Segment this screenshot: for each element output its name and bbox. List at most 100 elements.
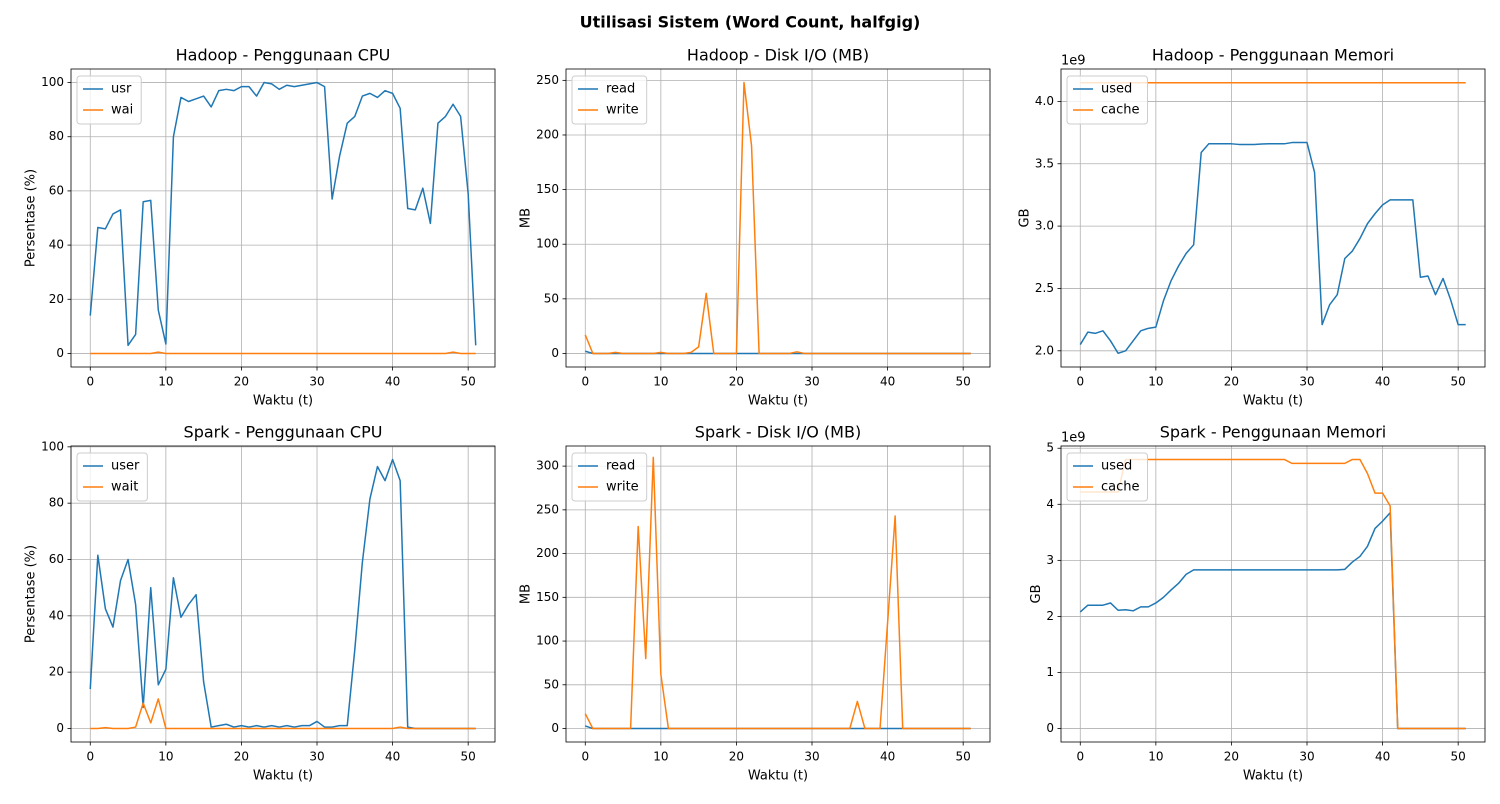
axes-frame (70, 445, 496, 743)
y-tick-label: 250 (536, 73, 559, 87)
x-tick-label: 0 (581, 750, 589, 764)
x-tick-label: 20 (234, 375, 249, 389)
legend-label: used (1101, 82, 1132, 97)
subplot-title: Hadoop - Penggunaan CPU (176, 46, 391, 65)
x-tick-label: 30 (309, 750, 324, 764)
legend-label: read (606, 459, 635, 474)
legend: read write (571, 452, 648, 502)
y-tick-label: 60 (49, 183, 64, 197)
x-tick-label: 40 (385, 750, 400, 764)
y-tick-label: 0 (1046, 721, 1054, 735)
legend-label: usr (111, 82, 132, 97)
series-line (584, 456, 971, 730)
legend-frame (76, 452, 148, 502)
y-tick-label: 2.5 (1035, 281, 1054, 295)
y-tick-label: 1 (1046, 665, 1054, 679)
y-tick-label: 60 (49, 552, 64, 566)
x-tick-label: 20 (234, 750, 249, 764)
x-tick-label: 20 (729, 375, 744, 389)
y-tick-label: 5 (1046, 441, 1054, 455)
x-tick-label: 50 (461, 375, 476, 389)
y-tick-label: 0 (56, 721, 64, 735)
x-tick-label: 0 (86, 750, 94, 764)
x-tick-label: 30 (1299, 750, 1314, 764)
y-axis-label: GB (1017, 209, 1032, 228)
y-tick-label: 0 (551, 346, 559, 360)
legend: used cache (1066, 75, 1148, 125)
y-tick-label: 200 (536, 546, 559, 560)
y-tick-label: 100 (536, 634, 559, 648)
axes-frame (70, 68, 496, 368)
y-tick-label: 250 (536, 502, 559, 516)
y-tick-label: 4.0 (1035, 94, 1054, 108)
legend: used cache (1066, 452, 1148, 502)
series-line (90, 698, 476, 730)
y-tick-label: 3 (1046, 553, 1054, 567)
axes-frame (565, 445, 991, 743)
subplot: 0 10 20 30 40 50 0 50 100 150 200 250 Hadoop - Disk … (519, 46, 991, 409)
x-tick-label: 10 (158, 750, 173, 764)
subplot-title: Hadoop - Disk I/O (MB) (687, 46, 869, 65)
legend-label: used (1101, 459, 1132, 474)
x-tick-label: 10 (1148, 375, 1163, 389)
x-tick-label: 30 (1299, 375, 1314, 389)
x-tick-label: 40 (880, 750, 895, 764)
legend-label: write (606, 103, 639, 118)
y-tick-label: 3.0 (1035, 219, 1054, 233)
series-line (1079, 141, 1466, 355)
x-axis-label: Waktu (t) (748, 769, 808, 784)
y-axis-label: Persentase (%) (24, 545, 39, 643)
x-axis-label: Waktu (t) (1243, 394, 1303, 409)
x-tick-label: 50 (1451, 750, 1466, 764)
y-tick-label: 3.5 (1035, 156, 1054, 170)
x-tick-label: 30 (309, 375, 324, 389)
legend-frame (76, 75, 142, 125)
x-axis-label: Waktu (t) (253, 769, 313, 784)
axes-frame (1060, 445, 1486, 743)
x-tick-label: 50 (1451, 375, 1466, 389)
x-axis-label: Waktu (t) (253, 394, 313, 409)
subplot-title: Hadoop - Penggunaan Memori (1152, 46, 1394, 65)
y-tick-label: 4 (1046, 497, 1054, 511)
legend: read write (571, 75, 648, 125)
x-tick-label: 30 (804, 375, 819, 389)
legend: user wait (76, 452, 148, 502)
series-line (90, 351, 476, 355)
x-tick-label: 40 (1375, 375, 1390, 389)
axis-offset-label: 1e9 (1061, 54, 1086, 69)
x-tick-label: 50 (956, 750, 971, 764)
x-tick-label: 20 (729, 750, 744, 764)
x-tick-label: 40 (880, 375, 895, 389)
y-tick-label: 20 (49, 292, 64, 306)
x-tick-label: 0 (86, 375, 94, 389)
y-tick-label: 0 (551, 721, 559, 735)
y-tick-label: 100 (41, 439, 64, 453)
legend-frame (571, 452, 648, 502)
x-tick-label: 20 (1224, 750, 1239, 764)
subplot: 0 10 20 30 40 50 0 50 100 150 200 250 300 Spark - Dis… (519, 423, 991, 784)
legend-label: user (111, 459, 140, 474)
legend-label: write (606, 480, 639, 495)
y-tick-label: 200 (536, 127, 559, 141)
x-tick-label: 10 (158, 375, 173, 389)
y-tick-label: 300 (536, 459, 559, 473)
x-tick-label: 10 (653, 375, 668, 389)
subplot-title: Spark - Penggunaan Memori (1160, 423, 1386, 442)
series-line (89, 81, 477, 347)
subplot: 0 10 20 30 40 50 2.0 2.5 3.0 3.5 4.0 Hadoop - Pengg… (1017, 46, 1486, 409)
legend: usr wai (76, 75, 142, 125)
x-tick-label: 10 (1148, 750, 1163, 764)
y-tick-label: 150 (536, 182, 559, 196)
subplot: 0 10 20 30 40 50 0 20 40 60 80 100 Spark - Penggunaa… (24, 423, 496, 784)
x-axis-label: Waktu (t) (748, 394, 808, 409)
axis-offset-label: 1e9 (1061, 431, 1086, 446)
y-tick-label: 2 (1046, 609, 1054, 623)
y-tick-label: 40 (49, 238, 64, 252)
y-tick-label: 0 (56, 346, 64, 360)
legend-frame (1066, 452, 1148, 502)
y-axis-label: Persentase (%) (24, 169, 39, 267)
y-tick-label: 80 (49, 129, 64, 143)
axes-frame (1060, 68, 1486, 368)
